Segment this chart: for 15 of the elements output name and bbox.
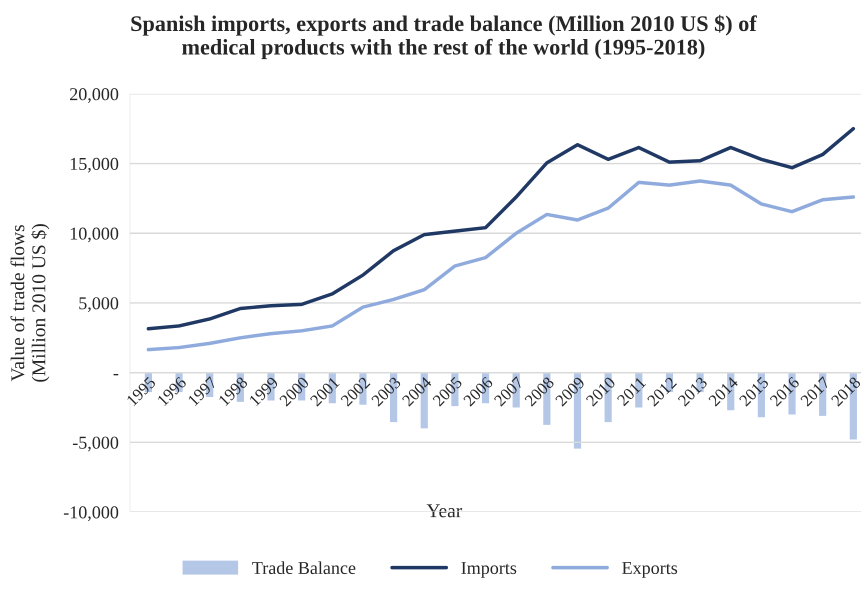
y-tick-label: -10,000 [64, 506, 118, 522]
legend-label: Trade Balance [252, 561, 356, 574]
line-series [146, 126, 856, 330]
y-tick-label: 10,000 [70, 228, 118, 242]
x-axis-title: Year [426, 504, 462, 518]
y-tick-label: 15,000 [70, 158, 118, 173]
y-axis-title: Value of trade flows (Million 2010 US $) [10, 224, 50, 382]
y-tick-label: 5,000 [79, 297, 118, 312]
line-series [146, 179, 856, 352]
y-tick-label: 20,000 [70, 88, 118, 103]
legend-label: Imports [461, 562, 516, 578]
y-tick-label: -5,000 [72, 436, 118, 452]
y-tick-label: - [114, 374, 118, 376]
legend-label: Exports [622, 562, 678, 578]
chart-title: Spanish imports, exports and trade balance (Million 2010 US $) of medical products with the rest of the world (1995-2018) [131, 14, 757, 60]
